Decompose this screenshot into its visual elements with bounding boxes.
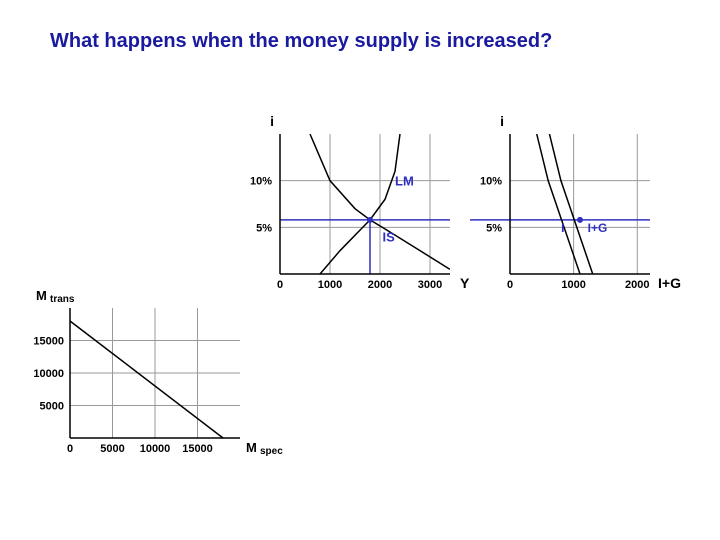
svg-text:15000: 15000 bbox=[182, 443, 213, 455]
islm-chart: ISLM01000200030005%10%Yi bbox=[240, 108, 500, 308]
svg-text:10000: 10000 bbox=[33, 368, 64, 380]
svg-text:15000: 15000 bbox=[33, 336, 64, 348]
svg-text:2000: 2000 bbox=[625, 279, 649, 291]
svg-text:spec: spec bbox=[260, 446, 283, 457]
svg-text:LM: LM bbox=[395, 173, 414, 188]
svg-text:5%: 5% bbox=[256, 222, 272, 234]
svg-text:0: 0 bbox=[507, 279, 513, 291]
svg-text:i: i bbox=[500, 113, 504, 129]
svg-text:I+G: I+G bbox=[588, 221, 608, 235]
svg-text:i: i bbox=[270, 113, 274, 129]
page-title: What happens when the money supply is in… bbox=[50, 30, 552, 53]
money-chart: 05000100001500050001000015000MspecMtrans bbox=[20, 282, 300, 472]
svg-text:3000: 3000 bbox=[418, 279, 442, 291]
svg-text:5000: 5000 bbox=[100, 443, 124, 455]
svg-text:I: I bbox=[561, 221, 564, 235]
svg-text:trans: trans bbox=[50, 294, 75, 305]
svg-text:2000: 2000 bbox=[368, 279, 392, 291]
svg-text:I+G: I+G bbox=[658, 275, 681, 291]
svg-text:5000: 5000 bbox=[40, 401, 64, 413]
svg-text:1000: 1000 bbox=[318, 279, 342, 291]
svg-text:Y: Y bbox=[460, 275, 470, 291]
svg-text:10000: 10000 bbox=[140, 443, 171, 455]
svg-text:IS: IS bbox=[383, 229, 396, 244]
svg-text:M: M bbox=[246, 440, 257, 455]
svg-text:1000: 1000 bbox=[561, 279, 585, 291]
svg-text:5%: 5% bbox=[486, 222, 502, 234]
ig-chart: I I+G 0 1000 2000 5% 10% I+G i bbox=[470, 108, 700, 308]
svg-text:M: M bbox=[36, 288, 47, 303]
svg-text:0: 0 bbox=[67, 443, 73, 455]
svg-text:10%: 10% bbox=[480, 176, 502, 188]
svg-text:10%: 10% bbox=[250, 176, 272, 188]
